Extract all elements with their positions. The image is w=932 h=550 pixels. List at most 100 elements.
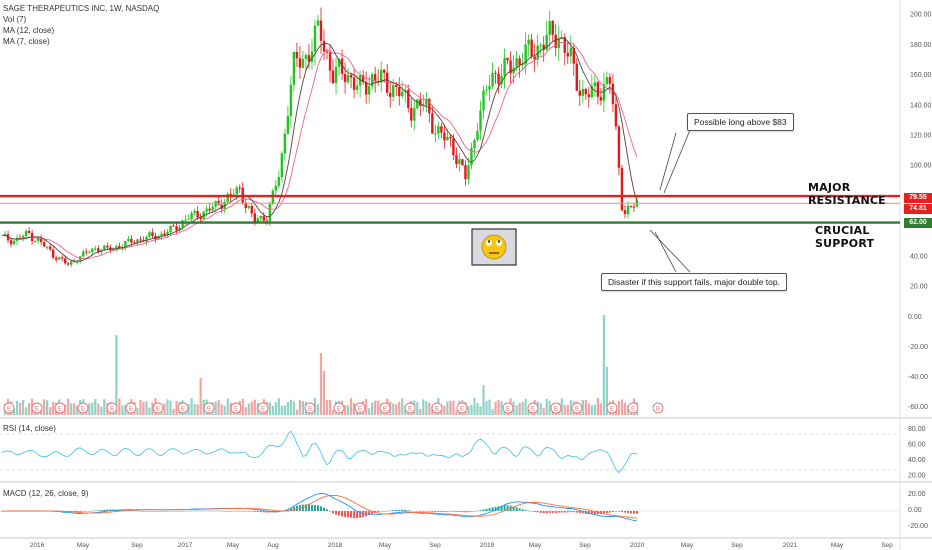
- time-axis-tick: May: [379, 542, 392, 549]
- candle: [187, 219, 190, 221]
- candle: [139, 239, 142, 241]
- candle: [42, 242, 46, 247]
- candle: [446, 136, 449, 141]
- macd-histogram-bar: [431, 511, 434, 512]
- macd-histogram-bar: [632, 511, 635, 514]
- candle: [431, 113, 434, 134]
- candle: [506, 57, 509, 61]
- macd-histogram-bar: [151, 511, 154, 512]
- rsi-pane-label[interactable]: RSI (14, close): [3, 424, 56, 433]
- crucial-support-label: CRUCIAL SUPPORT: [815, 224, 875, 250]
- rsi-axis-tick: 40.00: [908, 457, 926, 464]
- candle: [404, 89, 407, 92]
- time-axis-tick: 2017: [178, 542, 193, 549]
- volume-indicator-label[interactable]: Vol (7): [3, 15, 27, 24]
- macd-histogram-bar: [614, 511, 617, 512]
- candles: [3, 7, 639, 268]
- macd-histogram-bar: [569, 511, 572, 513]
- candle: [518, 58, 521, 66]
- time-axis-tick: May: [77, 542, 90, 549]
- volume-bar: [49, 407, 52, 415]
- earnings-marker-icon: [54, 402, 66, 414]
- macd-histogram-bar: [626, 511, 629, 513]
- macd-histogram-bar: [380, 511, 383, 512]
- candle: [280, 153, 284, 177]
- earnings-marker-letter: E: [435, 407, 439, 413]
- earnings-marker-icon: [431, 402, 443, 414]
- candle: [220, 204, 223, 209]
- macd-pane-label[interactable]: MACD (12, 26, close, 9): [3, 489, 89, 498]
- double-top-warning-callout[interactable]: Disaster if this support fails, major do…: [601, 273, 787, 291]
- macd-histogram-bar: [79, 511, 82, 512]
- time-axis-tick: Sep: [429, 542, 441, 549]
- macd-histogram-bar: [250, 511, 253, 512]
- macd-histogram-bar: [190, 510, 193, 512]
- volume-bar: [295, 409, 299, 415]
- volume-bar: [73, 403, 76, 415]
- volume-bar: [247, 403, 250, 415]
- volume-bar: [476, 403, 479, 415]
- candle: [401, 91, 404, 97]
- time-axis-tick: 2020: [630, 542, 645, 549]
- macd-histogram-bar: [172, 510, 175, 512]
- candle: [370, 74, 374, 87]
- volume-bar: [172, 408, 175, 415]
- ma12-indicator-label[interactable]: MA (12, close): [3, 26, 55, 35]
- volume-bar: [21, 400, 25, 415]
- volume-bar: [590, 405, 593, 415]
- candle: [33, 240, 37, 242]
- volume-bar: [524, 398, 527, 415]
- resistance-price-tag: 79.55: [904, 193, 932, 203]
- volume-bar: [623, 402, 627, 415]
- macd-histogram-bar: [482, 509, 485, 511]
- macd-histogram-bar: [542, 511, 545, 514]
- volume-bar: [24, 407, 28, 415]
- ma-12-line: [1, 42, 638, 260]
- volume-bar: [271, 405, 274, 415]
- candle: [253, 213, 256, 222]
- volume-bar: [196, 404, 199, 415]
- candle: [602, 84, 606, 101]
- volume-bar: [124, 404, 127, 415]
- macd-histogram-bar: [130, 510, 133, 512]
- volume-bar: [473, 398, 476, 415]
- macd-histogram-bar: [506, 505, 509, 511]
- macd-histogram-bar: [368, 511, 371, 515]
- candle: [295, 51, 299, 59]
- candle: [67, 263, 70, 265]
- volume-bar: [346, 405, 350, 415]
- macd-histogram-bar: [178, 510, 181, 512]
- volume-bar: [467, 406, 470, 415]
- candle: [133, 242, 136, 244]
- candle: [79, 256, 82, 262]
- candle: [590, 86, 594, 98]
- macd-histogram-bar: [587, 511, 590, 515]
- macd-histogram-bar: [593, 511, 596, 515]
- last-price-tag: 74.81: [904, 204, 932, 214]
- candle: [145, 236, 148, 242]
- symbol-legend: SAGE THERAPEUTICS INC, 1W, NASDAQ Vol (7…: [3, 3, 159, 47]
- time-axis-tick: Sep: [881, 542, 893, 549]
- candle: [575, 63, 579, 91]
- macd-histogram-bar: [184, 510, 187, 512]
- candle: [355, 85, 359, 90]
- volume-bar: [220, 404, 223, 415]
- long-above-83-callout[interactable]: Possible long above $83: [687, 113, 794, 131]
- macd-histogram-bar: [163, 511, 166, 512]
- macd-histogram-bar: [106, 509, 109, 511]
- macd-histogram-bar: [289, 508, 292, 511]
- volume-bar: [274, 402, 277, 415]
- macd-histogram-bar: [326, 509, 329, 511]
- volume-bar: [560, 398, 563, 415]
- candle: [551, 21, 554, 35]
- candle: [88, 252, 91, 254]
- candle: [91, 248, 94, 253]
- macd-histogram-bar: [551, 511, 554, 514]
- volume-bar: [76, 405, 79, 415]
- volume-bar: [319, 353, 323, 415]
- macd-histogram-bar: [286, 509, 289, 511]
- ma7-indicator-label[interactable]: MA (7, close): [3, 37, 50, 46]
- volume-bar: [491, 408, 494, 415]
- macd-histogram-bar: [395, 509, 398, 511]
